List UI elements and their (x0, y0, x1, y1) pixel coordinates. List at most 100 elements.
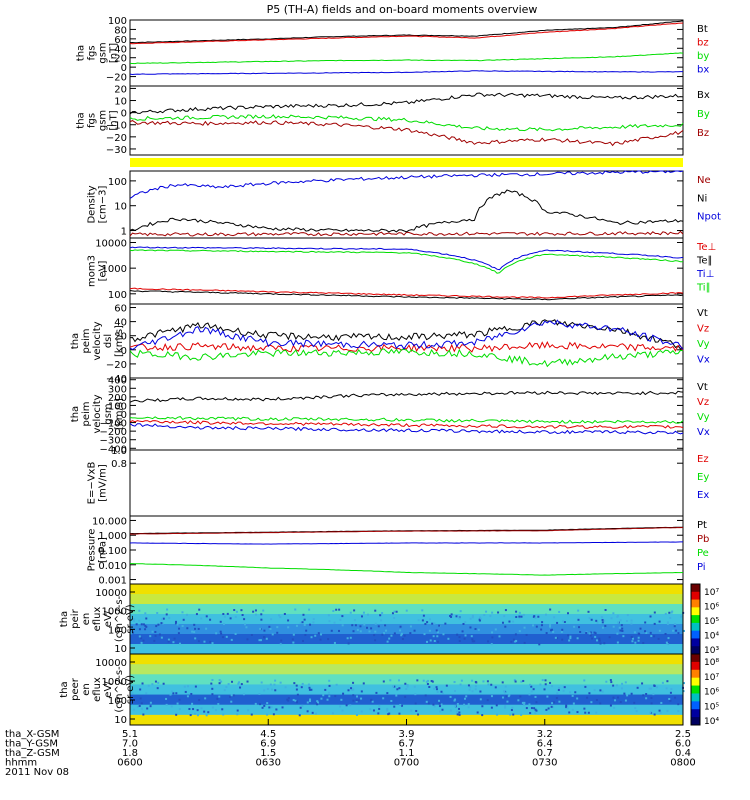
y-axis-label: [nT] (109, 110, 120, 130)
spectrogram-pixel (268, 625, 271, 628)
spectrogram-pixel (270, 706, 273, 709)
spectrogram-pixel (366, 613, 369, 616)
x-row-value: 0600 (117, 758, 142, 769)
legend-entry: Vt (697, 308, 708, 319)
spectrogram-pixel (279, 643, 282, 646)
spectrogram-pixel (259, 627, 262, 630)
y-tick-label: 10000 (95, 658, 127, 669)
spectrogram-pixel (246, 680, 249, 683)
spectrogram-pixel (515, 639, 518, 642)
panel-frame (129, 19, 684, 87)
spectrogram-pixel (347, 642, 350, 645)
spectrogram-pixel (362, 611, 365, 614)
spectrogram-pixel (674, 623, 677, 626)
spectrogram-pixel (192, 708, 195, 711)
spectrogram-pixel (207, 711, 210, 714)
spectrogram-pixel (612, 696, 615, 699)
spectrogram-pixel (573, 625, 576, 628)
y-axis-label: eflux (92, 677, 103, 702)
spectrogram-pixel (382, 680, 385, 683)
spectrogram-pixel (269, 683, 272, 686)
spectrogram-pixel (653, 684, 656, 687)
spectrogram-pixel (425, 680, 428, 683)
spectrogram-pixel (510, 708, 513, 711)
spectrogram-pixel (545, 632, 548, 635)
spectrogram-pixel (167, 640, 170, 643)
spectrogram-pixel (566, 612, 569, 615)
y-tick-label: 10 (114, 715, 127, 726)
spectrogram-pixel (398, 712, 401, 715)
spectrogram-pixel (635, 710, 638, 713)
spectrogram-pixel (665, 687, 668, 690)
spectrogram-pixel (246, 638, 249, 641)
spectrogram-pixel (682, 629, 685, 632)
spectrogram-pixel (458, 617, 461, 620)
spectrogram-pixel (309, 623, 312, 626)
spectrogram-pixel (429, 639, 432, 642)
spectrogram-pixel (512, 713, 515, 716)
spectrogram-pixel (648, 687, 651, 690)
colorbar-tick-label: 10⁴ (704, 717, 719, 727)
spectrogram-pixel (469, 686, 472, 689)
spectrogram-pixel (666, 621, 669, 624)
spectrogram-pixel (221, 636, 224, 639)
spectrogram-pixel (507, 695, 510, 698)
spectrogram-pixel (312, 618, 315, 621)
spectrogram-pixel (532, 624, 535, 627)
spectrogram-pixel (568, 711, 571, 714)
spectrogram-pixel (440, 690, 443, 693)
spectrogram-pixel (530, 690, 533, 693)
spectrogram-pixel (460, 679, 463, 682)
spectrogram-pixel (650, 702, 653, 705)
spectrogram-pixel (589, 631, 592, 634)
spectrogram-pixel (667, 637, 670, 640)
spectrogram-pixel (287, 619, 290, 622)
spectrogram-pixel (193, 623, 196, 626)
spectrogram-pixel (487, 640, 490, 643)
spectrogram-pixel (239, 686, 242, 689)
spectrogram-band (130, 704, 683, 716)
series-line-p1-2 (129, 52, 684, 65)
spectrogram-pixel (438, 699, 441, 702)
legend-entry: Pb (697, 534, 709, 545)
spectrogram-band (130, 584, 683, 595)
spectrogram-pixel (176, 702, 179, 705)
spectrogram-pixel (324, 688, 327, 691)
spectrogram-pixel (490, 683, 493, 686)
spectrogram-pixel (140, 702, 143, 705)
spectrogram-pixel (279, 616, 282, 619)
spectrogram-pixel (132, 631, 135, 634)
spectrogram-pixel (186, 685, 189, 688)
spectrogram-band (130, 624, 683, 635)
spectrogram-pixel (276, 631, 279, 634)
spectrogram-pixel (521, 701, 524, 704)
spectrogram-pixel (183, 685, 186, 688)
x-row-value: 0800 (670, 758, 695, 769)
spectrogram-pixel (584, 685, 587, 688)
spectrogram-pixel (210, 682, 213, 685)
spectrogram-pixel (604, 624, 607, 627)
legend-entry: Vy (697, 339, 710, 350)
spectrogram-pixel (399, 625, 402, 628)
spectrogram-pixel (455, 615, 458, 618)
y-axis-label: dsl (103, 334, 114, 348)
spectrogram-pixel (320, 633, 323, 636)
spectrogram-pixel (495, 704, 498, 707)
spectrogram-pixel (338, 629, 341, 632)
spectrogram-pixel (504, 685, 507, 688)
spectrogram-pixel (218, 695, 221, 698)
series-line-p2-2 (129, 120, 684, 147)
y-axis-label: (cm^2-s- (114, 666, 125, 713)
spectrogram-pixel (263, 636, 266, 639)
spectrogram-pixel (432, 635, 435, 638)
spectrogram-pixel (428, 629, 431, 632)
spectrogram-pixel (576, 711, 579, 714)
spectrogram-pixel (471, 679, 474, 682)
spectrogram-pixel (214, 709, 217, 712)
spectrogram-pixel (303, 618, 306, 621)
spectrogram-pixel (467, 703, 470, 706)
spectrogram-pixel (447, 637, 450, 640)
spectrogram-pixel (598, 639, 601, 642)
spectrogram-pixel (552, 630, 555, 633)
spectrogram-pixel (149, 701, 152, 704)
